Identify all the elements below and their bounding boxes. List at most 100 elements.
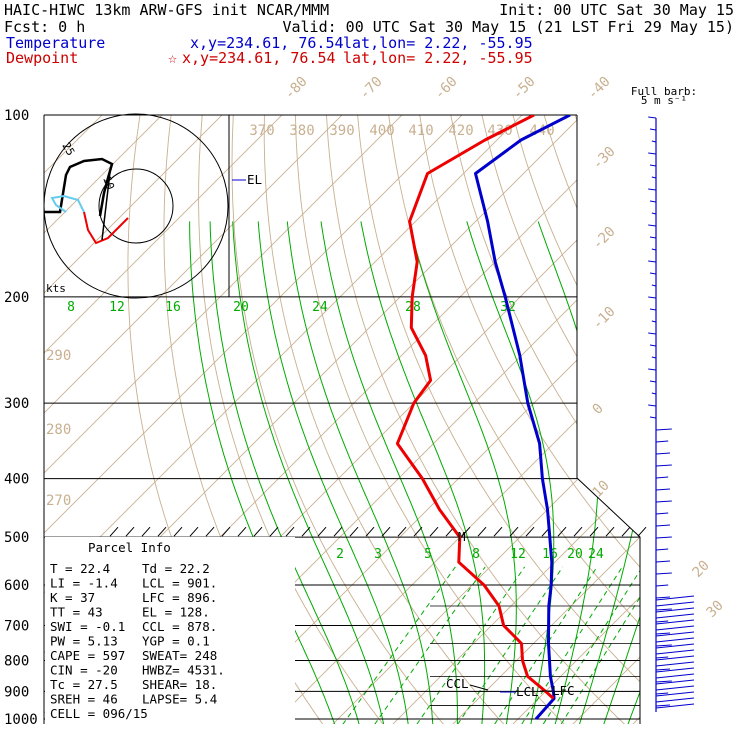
wind-barb	[648, 117, 656, 118]
wind-barb-lower	[656, 674, 694, 678]
moist-adiabat-label: 8	[67, 300, 75, 315]
wind-barb	[656, 441, 668, 442]
wind-barb	[656, 621, 668, 622]
ccl-marker-label: CCL	[446, 676, 469, 691]
dry-adiabat	[358, 115, 694, 732]
parcel-info-left: CELL = 096/15	[50, 706, 148, 721]
wind-barb	[650, 201, 656, 202]
wind-barb	[648, 333, 656, 334]
wind-barb	[656, 585, 668, 586]
hatch-mark	[222, 527, 230, 536]
wind-barb	[648, 297, 656, 298]
wind-barb	[656, 513, 668, 514]
theta-label: 270	[46, 493, 71, 509]
wind-barb	[656, 669, 670, 670]
temperature-axis-label: 40	[0, 0, 17, 4]
mixing-ratio-label: 2	[336, 547, 344, 562]
moist-adiabat	[409, 221, 517, 731]
hatch-mark	[302, 527, 310, 536]
temperature-profile-line	[476, 115, 571, 719]
hatch-mark	[478, 527, 486, 536]
wind-barb	[652, 141, 656, 142]
pressure-tick-label: 100	[4, 108, 29, 124]
wind-barb-lower	[656, 602, 694, 606]
wind-barb	[656, 501, 672, 502]
parcel-info-right: SWEAT= 248	[142, 648, 217, 663]
wind-barb-lower	[656, 626, 694, 630]
wind-barb	[650, 165, 656, 166]
theta-label: 390	[329, 123, 354, 139]
parcel-info-left: CIN = -20	[50, 663, 118, 678]
parcel-info-left: T = 22.4	[50, 561, 110, 576]
parcel-info-left: SREH = 46	[50, 692, 118, 707]
wind-barb	[656, 465, 672, 466]
temperature-axis-label: -50	[510, 74, 539, 103]
parcel-info-left: PW = 5.13	[50, 634, 118, 649]
wind-barb	[648, 225, 656, 226]
wind-barb-lower	[656, 662, 694, 666]
dry-adiabat	[420, 115, 740, 732]
temperature-axis-label: -80	[282, 74, 311, 103]
parcel-info-right: LAPSE= 5.4	[142, 692, 217, 707]
pressure-tick-label: 800	[4, 653, 29, 669]
lfc-marker-label: LFC	[552, 683, 575, 698]
parcel-info-right: HWBZ= 4531.	[142, 663, 225, 678]
parcel-info-right: LFC = 896.	[142, 590, 217, 605]
theta-label: 290	[46, 348, 71, 364]
m-marker-label: M	[458, 529, 466, 544]
temperature-axis-label: 10	[590, 478, 613, 501]
temperature-axis-label: -60	[432, 74, 461, 103]
mixing-ratio-line	[556, 567, 659, 732]
isotherm-line	[385, 87, 740, 731]
temperature-axis-label: 30	[704, 598, 727, 621]
wind-barb	[656, 681, 672, 682]
wind-barb	[652, 393, 656, 394]
hatch-mark	[142, 527, 150, 536]
wind-barb	[648, 405, 656, 406]
hatch-mark	[622, 527, 630, 536]
wind-barb	[652, 357, 656, 358]
wind-barb	[650, 309, 656, 310]
mixing-ratio-label: 20	[567, 547, 583, 562]
temperature-axis-label: 20	[690, 558, 713, 581]
wind-barb	[652, 249, 656, 250]
dry-adiabat	[731, 115, 740, 732]
moist-adiabat	[577, 221, 652, 731]
wind-barb	[650, 237, 656, 238]
moist-adiabat	[601, 221, 718, 731]
hatch-mark	[350, 527, 358, 536]
wind-barb-lower	[656, 638, 694, 642]
hatch-mark	[318, 527, 326, 536]
parcel-info-left: TT = 43	[50, 605, 103, 620]
barb-legend-line2: 5 m s⁻¹	[641, 94, 687, 107]
mixing-ratio-label: 12	[510, 547, 526, 562]
hatch-mark	[574, 527, 582, 536]
wind-barb	[656, 537, 672, 538]
parcel-info-left: K = 37	[50, 590, 95, 605]
parcel-info-left: LI = -1.4	[50, 576, 118, 591]
header-init: Init: 00 UTC Sat 30 May 15	[499, 1, 734, 19]
wind-barb-lower	[656, 614, 694, 618]
wind-barb	[656, 609, 672, 610]
wind-barb	[656, 429, 672, 430]
hodograph-trace-upper	[44, 159, 112, 216]
mixing-ratio-label: 3	[374, 547, 382, 562]
wind-barb	[648, 153, 656, 154]
dewpoint-legend-label: Dewpoint	[6, 49, 78, 67]
wind-barb	[652, 213, 656, 214]
dry-adiabat	[699, 115, 740, 732]
parcel-info-right: Td = 22.2	[142, 561, 210, 576]
pressure-tick-label: 600	[4, 578, 29, 594]
wind-barb	[656, 693, 668, 694]
hodograph-unit-label: kts	[46, 282, 66, 295]
wind-barb	[656, 477, 668, 478]
wind-barb	[650, 381, 656, 382]
moist-adiabat-label: 16	[165, 300, 181, 315]
parcel-info-right: EL = 128.	[142, 605, 210, 620]
ccl-marker-line	[470, 685, 488, 690]
moist-adiabat	[625, 221, 740, 731]
wind-barb	[656, 489, 670, 490]
parcel-info-right: LCL = 901.	[142, 576, 217, 591]
wind-barb	[656, 633, 670, 634]
header-title: HAIC-HIWC 13km ARW-GFS init NCAR/MMM	[4, 1, 329, 19]
